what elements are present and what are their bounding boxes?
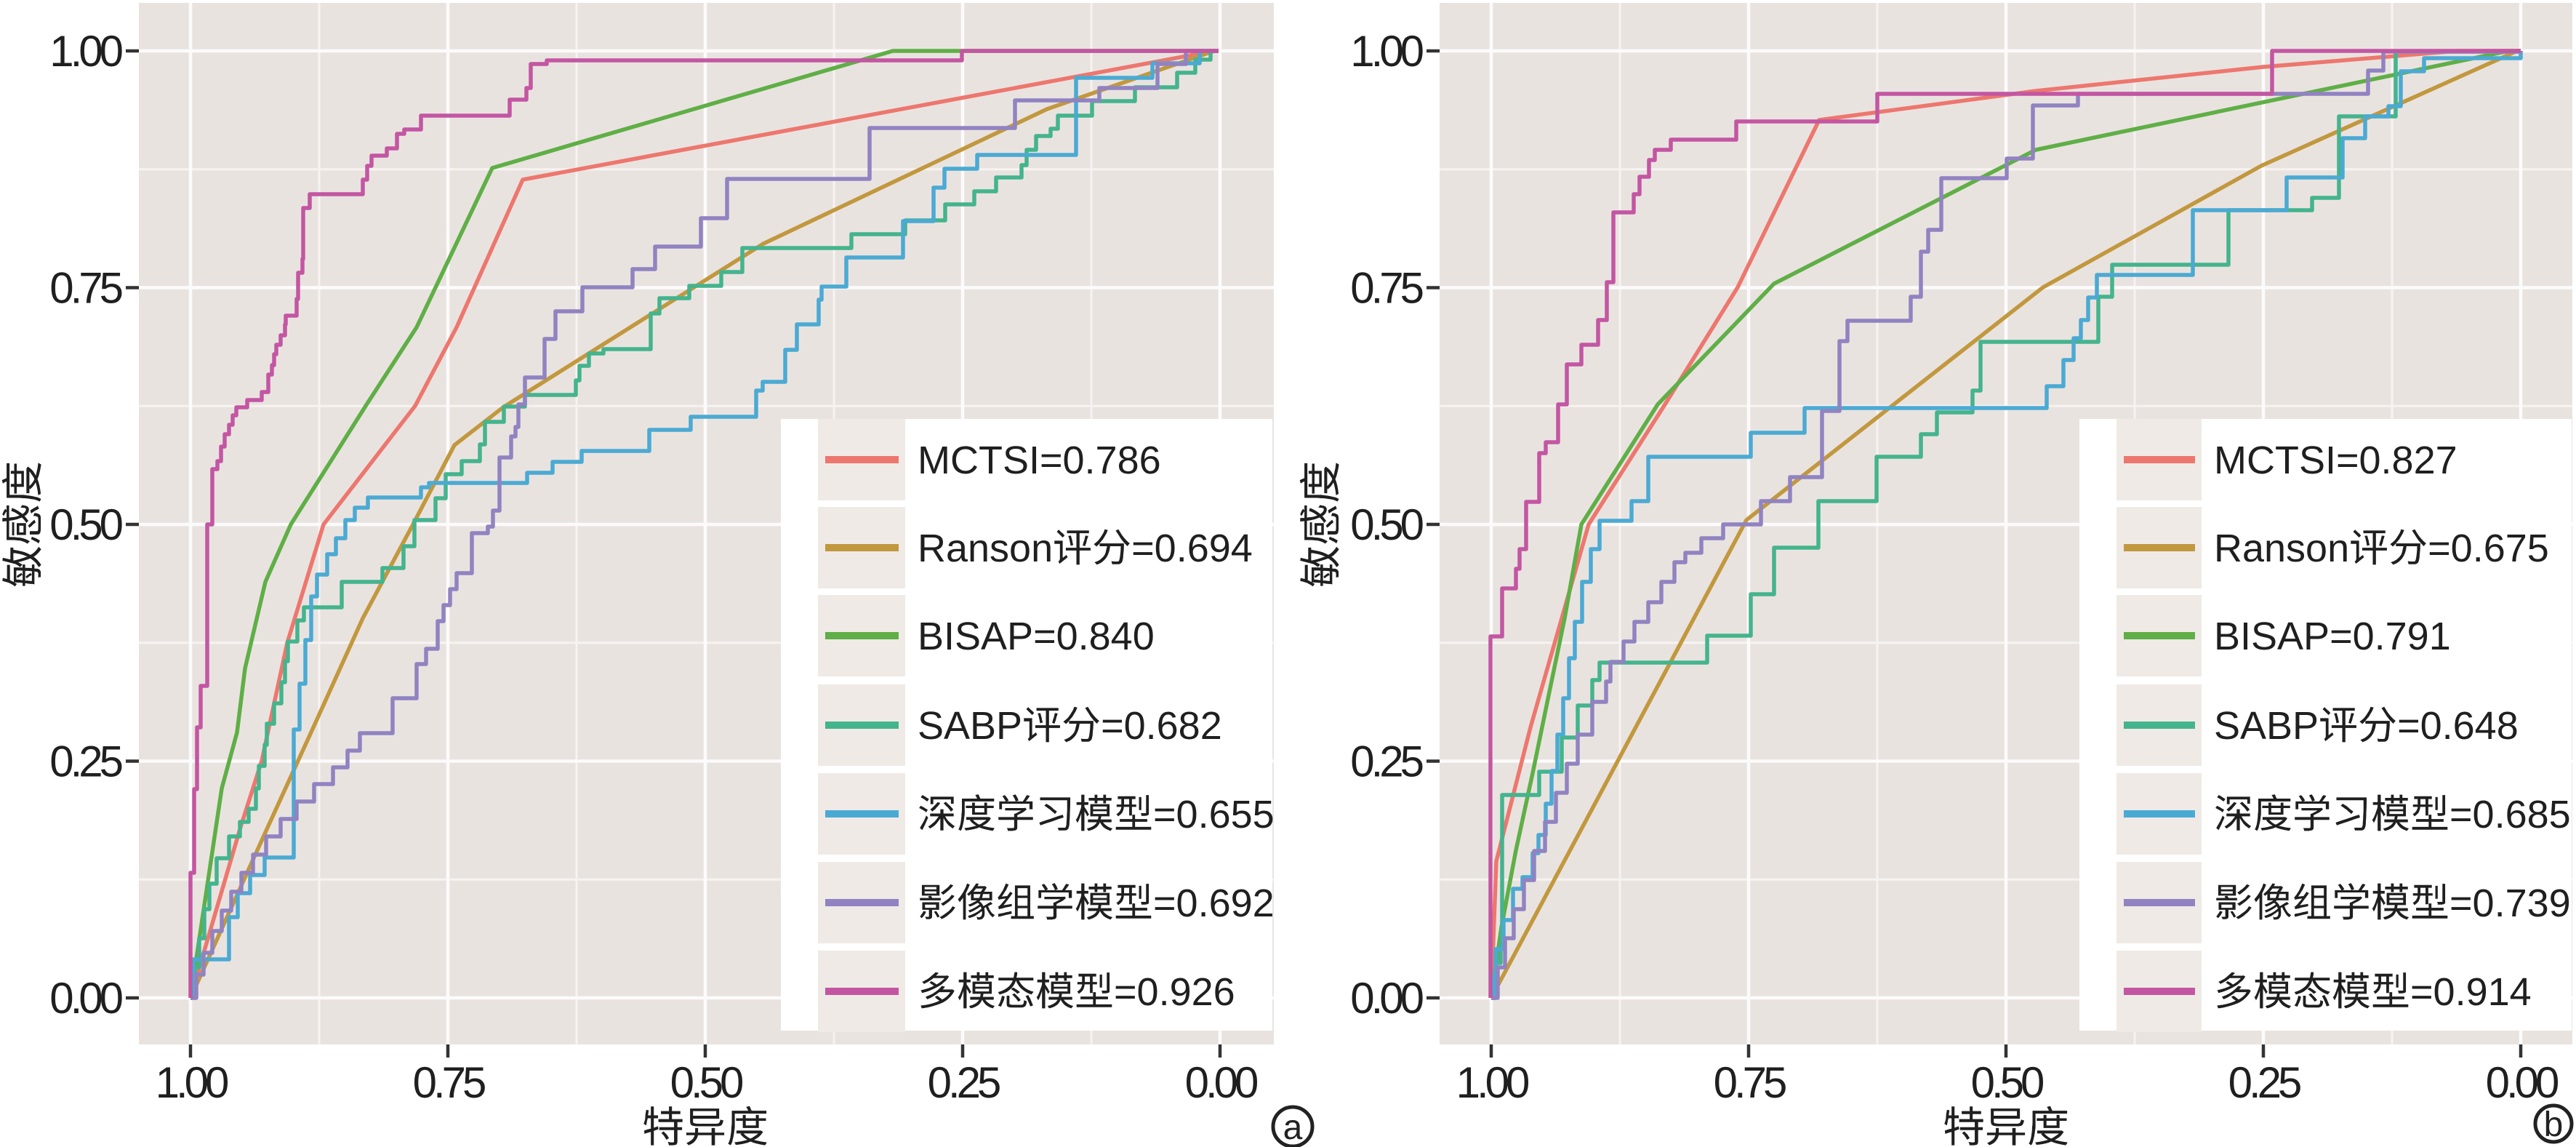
svg-text:MCTSI=0.786: MCTSI=0.786 <box>918 439 1161 482</box>
svg-text:0.00: 0.00 <box>1350 974 1423 1023</box>
svg-text:=0.675: =0.675 <box>2428 527 2549 570</box>
svg-text:0.00: 0.00 <box>1185 1058 1258 1107</box>
svg-text:=0.648: =0.648 <box>2397 704 2519 748</box>
svg-text:0.50: 0.50 <box>670 1058 743 1107</box>
svg-text:0.00: 0.00 <box>2486 1058 2559 1107</box>
svg-text:=0.739: =0.739 <box>2449 882 2571 925</box>
svg-text:b: b <box>2544 1106 2564 1144</box>
svg-text:=0.655: =0.655 <box>1153 793 1275 836</box>
svg-text:=0.682: =0.682 <box>1101 704 1222 748</box>
svg-text:BISAP=0.791: BISAP=0.791 <box>2214 615 2451 658</box>
svg-text:1.00: 1.00 <box>49 27 122 76</box>
svg-text:0.75: 0.75 <box>1714 1058 1786 1107</box>
svg-text:0.75: 0.75 <box>1350 264 1422 313</box>
svg-text:0.25: 0.25 <box>1350 738 1422 786</box>
svg-text:0.50: 0.50 <box>1350 500 1423 549</box>
svg-text:a: a <box>1283 1108 1303 1147</box>
svg-text:=0.685: =0.685 <box>2449 793 2571 836</box>
svg-text:SABP: SABP <box>2214 704 2319 748</box>
svg-text:SABP: SABP <box>918 704 1022 748</box>
svg-text:0.75: 0.75 <box>49 264 121 313</box>
svg-text:1.00: 1.00 <box>1456 1058 1529 1107</box>
svg-text:0.50: 0.50 <box>49 500 122 549</box>
svg-text:0.25: 0.25 <box>2228 1058 2300 1107</box>
svg-text:0.75: 0.75 <box>413 1058 485 1107</box>
svg-text:1.00: 1.00 <box>1350 27 1423 76</box>
svg-text:Ranson: Ranson <box>918 527 1053 570</box>
svg-text:MCTSI=0.827: MCTSI=0.827 <box>2214 439 2457 482</box>
svg-text:1.00: 1.00 <box>156 1058 228 1107</box>
svg-text:=0.926: =0.926 <box>1114 970 1235 1014</box>
svg-text:0.25: 0.25 <box>49 738 121 786</box>
svg-text:=0.694: =0.694 <box>1131 527 1253 570</box>
svg-text:=0.692: =0.692 <box>1153 882 1275 925</box>
svg-text:0.50: 0.50 <box>1971 1058 2044 1107</box>
svg-text:0.25: 0.25 <box>928 1058 1000 1107</box>
svg-text:=0.914: =0.914 <box>2410 970 2532 1014</box>
svg-text:Ranson: Ranson <box>2214 527 2349 570</box>
svg-text:0.00: 0.00 <box>49 974 122 1023</box>
svg-text:BISAP=0.840: BISAP=0.840 <box>918 615 1155 658</box>
